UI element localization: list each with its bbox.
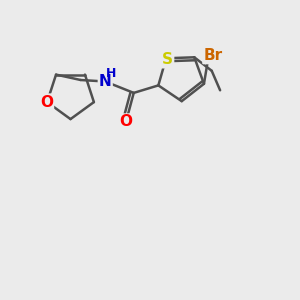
Text: O: O [40,94,53,110]
Text: Br: Br [203,48,223,63]
Text: H: H [106,67,116,80]
Text: N: N [99,74,112,89]
Text: S: S [162,52,173,67]
Text: O: O [119,115,132,130]
